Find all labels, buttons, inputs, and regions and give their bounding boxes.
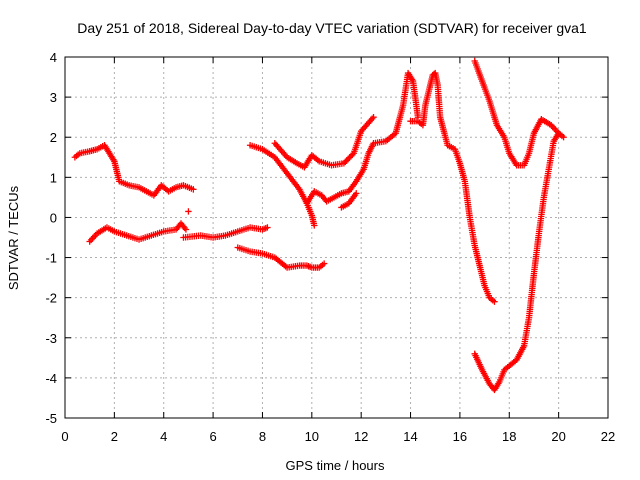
- data-series-segment: [180, 224, 271, 241]
- y-tick-label: 1: [50, 170, 57, 185]
- data-point: [560, 134, 567, 141]
- data-series-segment: [303, 69, 422, 207]
- data-point: [340, 160, 348, 167]
- x-axis-label: GPS time / hours: [286, 458, 385, 473]
- x-tick-label: 2: [111, 429, 118, 444]
- data-series-segment: [234, 244, 328, 271]
- data-series-segment: [71, 142, 197, 199]
- data-series-segment: [407, 69, 498, 305]
- y-tick-label: 4: [50, 50, 57, 65]
- data-series-segment: [471, 57, 567, 169]
- y-tick-label: -5: [45, 411, 57, 426]
- data-series-segment: [86, 220, 190, 245]
- data-point: [343, 157, 350, 164]
- x-tick-label: 10: [305, 429, 319, 444]
- grid-lines: [65, 57, 608, 418]
- data-series-segment: [271, 113, 377, 171]
- x-tick-label: 22: [601, 429, 615, 444]
- data-point: [190, 186, 197, 193]
- y-tick-label: 2: [50, 130, 57, 145]
- x-tick-label: 8: [259, 429, 266, 444]
- plot-border: [64, 56, 609, 419]
- data-point: [370, 113, 377, 121]
- data-point: [342, 158, 349, 166]
- data-point: [344, 155, 352, 163]
- data-point: [346, 154, 353, 161]
- data-point: [182, 226, 190, 233]
- data-points: [71, 57, 567, 394]
- data-point: [349, 151, 356, 158]
- x-tick-label: 20: [551, 429, 565, 444]
- y-tick-label: -1: [45, 251, 57, 266]
- data-point: [314, 156, 321, 164]
- data-point: [320, 260, 328, 267]
- y-tick-label: 0: [50, 210, 57, 225]
- x-tick-label: 16: [453, 429, 467, 444]
- data-series-segment: [246, 142, 318, 229]
- y-tick-label: 3: [50, 90, 57, 105]
- x-tick-label: 12: [354, 429, 368, 444]
- data-series-segment: [185, 208, 192, 215]
- y-tick-label: -3: [45, 331, 57, 346]
- x-tick-label: 18: [502, 429, 516, 444]
- x-tick-label: 4: [160, 429, 167, 444]
- data-point: [185, 208, 192, 215]
- data-point: [353, 190, 360, 197]
- data-point: [264, 224, 271, 231]
- y-tick-label: -4: [45, 371, 57, 386]
- data-series-segment: [471, 130, 562, 394]
- chart-title: Day 251 of 2018, Sidereal Day-to-day VTE…: [77, 20, 587, 36]
- x-tick-label: 6: [209, 429, 216, 444]
- y-axis-label: SDTVAR / TECUs: [6, 185, 21, 290]
- data-point: [555, 130, 562, 137]
- x-tick-label: 14: [403, 429, 417, 444]
- y-tick-label: -2: [45, 291, 57, 306]
- data-series-segment: [338, 190, 360, 211]
- x-tick-label: 0: [61, 429, 68, 444]
- data-point: [311, 222, 318, 229]
- data-point: [491, 298, 498, 305]
- data-point: [347, 152, 355, 160]
